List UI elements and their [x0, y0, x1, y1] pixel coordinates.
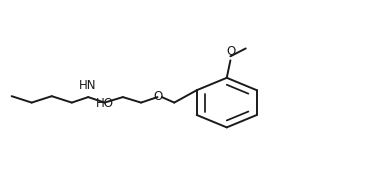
- Text: HN: HN: [79, 79, 96, 92]
- Text: O: O: [154, 90, 163, 103]
- Text: HO: HO: [96, 97, 114, 110]
- Text: O: O: [227, 45, 236, 58]
